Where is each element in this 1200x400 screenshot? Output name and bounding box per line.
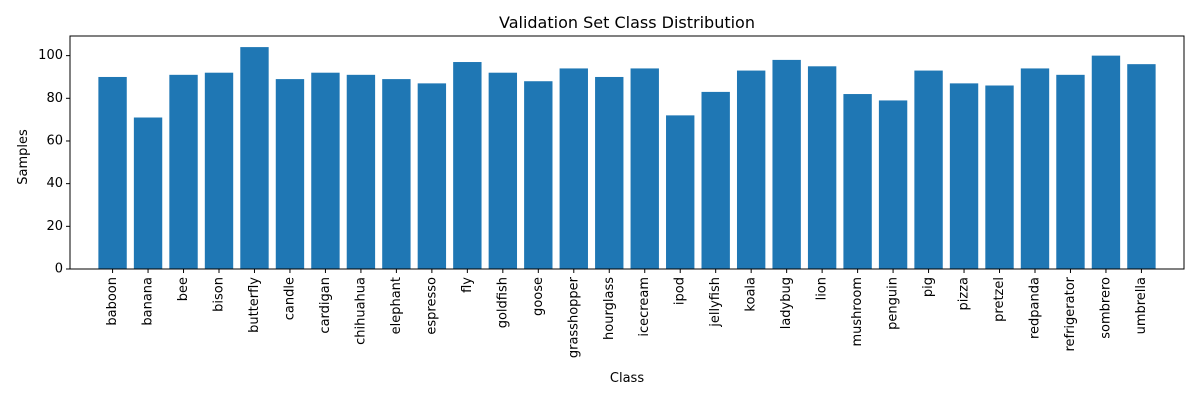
bar-bee: [169, 74, 198, 269]
x-tick-label: icecream: [637, 277, 652, 337]
x-tick-label: banana: [141, 277, 156, 326]
x-tick-label: chihuahua: [353, 277, 368, 345]
bar-redpanda: [1020, 68, 1050, 270]
x-tick-label: goldfish: [495, 277, 510, 328]
y-tick-label: 100: [38, 48, 63, 63]
x-tick-label: fly: [460, 277, 475, 293]
bar-grasshopper: [559, 68, 588, 270]
bar-chihuahua: [346, 74, 376, 269]
x-tick-label: bee: [176, 277, 191, 301]
bar-sombrero: [1091, 55, 1121, 269]
bar-candle: [275, 79, 305, 269]
bar-elephant: [382, 79, 411, 269]
bar-hourglass: [595, 76, 624, 269]
x-tick-label: koala: [744, 277, 759, 312]
bar-espresso: [417, 83, 447, 270]
bar-umbrella: [1127, 64, 1156, 269]
bar-pig: [914, 70, 943, 269]
bar-bison: [204, 72, 234, 269]
bar-mushroom: [843, 94, 872, 269]
bar-koala: [736, 70, 766, 269]
x-tick-label: espresso: [424, 277, 439, 335]
bar-fly: [453, 62, 482, 269]
x-tick-label: sombrero: [1098, 277, 1113, 339]
y-tick-label: 40: [46, 176, 63, 191]
bar-banana: [133, 117, 163, 269]
bar-pretzel: [985, 85, 1014, 269]
y-tick-label: 0: [55, 262, 63, 277]
x-axis-label: Class: [610, 371, 644, 386]
bar-cardigan: [311, 72, 340, 269]
y-tick-label: 60: [46, 133, 63, 148]
x-tick-label: jellyfish: [708, 277, 723, 328]
bar-lion: [807, 66, 837, 269]
x-tick-label: cardigan: [318, 277, 333, 334]
bar-jellyfish: [701, 91, 730, 270]
bar-penguin: [878, 100, 908, 269]
x-tick-label: pretzel: [992, 277, 1007, 322]
bar-ipod: [666, 115, 695, 270]
x-tick-label: lion: [815, 277, 830, 300]
bar-butterfly: [240, 47, 269, 269]
x-tick-label: penguin: [886, 277, 901, 330]
x-tick-label: pizza: [957, 277, 972, 310]
x-tick-label: grasshopper: [566, 276, 581, 358]
x-tick-label: pig: [921, 277, 936, 297]
x-tick-label: mushroom: [850, 277, 865, 347]
axes-frame: [69, 35, 1185, 270]
bar-icecream: [630, 68, 659, 270]
bar-ladybug: [772, 59, 801, 270]
chart-title: Validation Set Class Distribution: [499, 13, 755, 32]
x-tick-label: ladybug: [779, 277, 794, 329]
y-axis-label: Samples: [16, 129, 31, 185]
bar-pizza: [949, 83, 979, 270]
x-tick-label: hourglass: [602, 277, 617, 340]
x-tick-label: refrigerator: [1063, 276, 1078, 351]
x-tick-label: ipod: [673, 277, 688, 305]
x-tick-label: butterfly: [247, 277, 262, 333]
x-tick-label: candle: [282, 277, 297, 320]
x-tick-label: redpanda: [1027, 277, 1042, 339]
x-tick-label: goose: [531, 277, 546, 316]
x-tick-label: umbrella: [1134, 277, 1149, 334]
bar-goldfish: [488, 72, 518, 269]
y-tick-label: 80: [46, 91, 63, 106]
x-tick-label: bison: [212, 277, 227, 312]
bar-baboon: [98, 76, 127, 269]
bar-goose: [524, 81, 553, 269]
x-tick-label: elephant: [389, 277, 404, 334]
plot-area: baboon banana bee bison butterfly candle cardi…: [38, 47, 1156, 358]
y-tick-label: 20: [46, 219, 63, 234]
x-tick-label: baboon: [105, 277, 120, 326]
bar-refrigerator: [1056, 74, 1085, 269]
